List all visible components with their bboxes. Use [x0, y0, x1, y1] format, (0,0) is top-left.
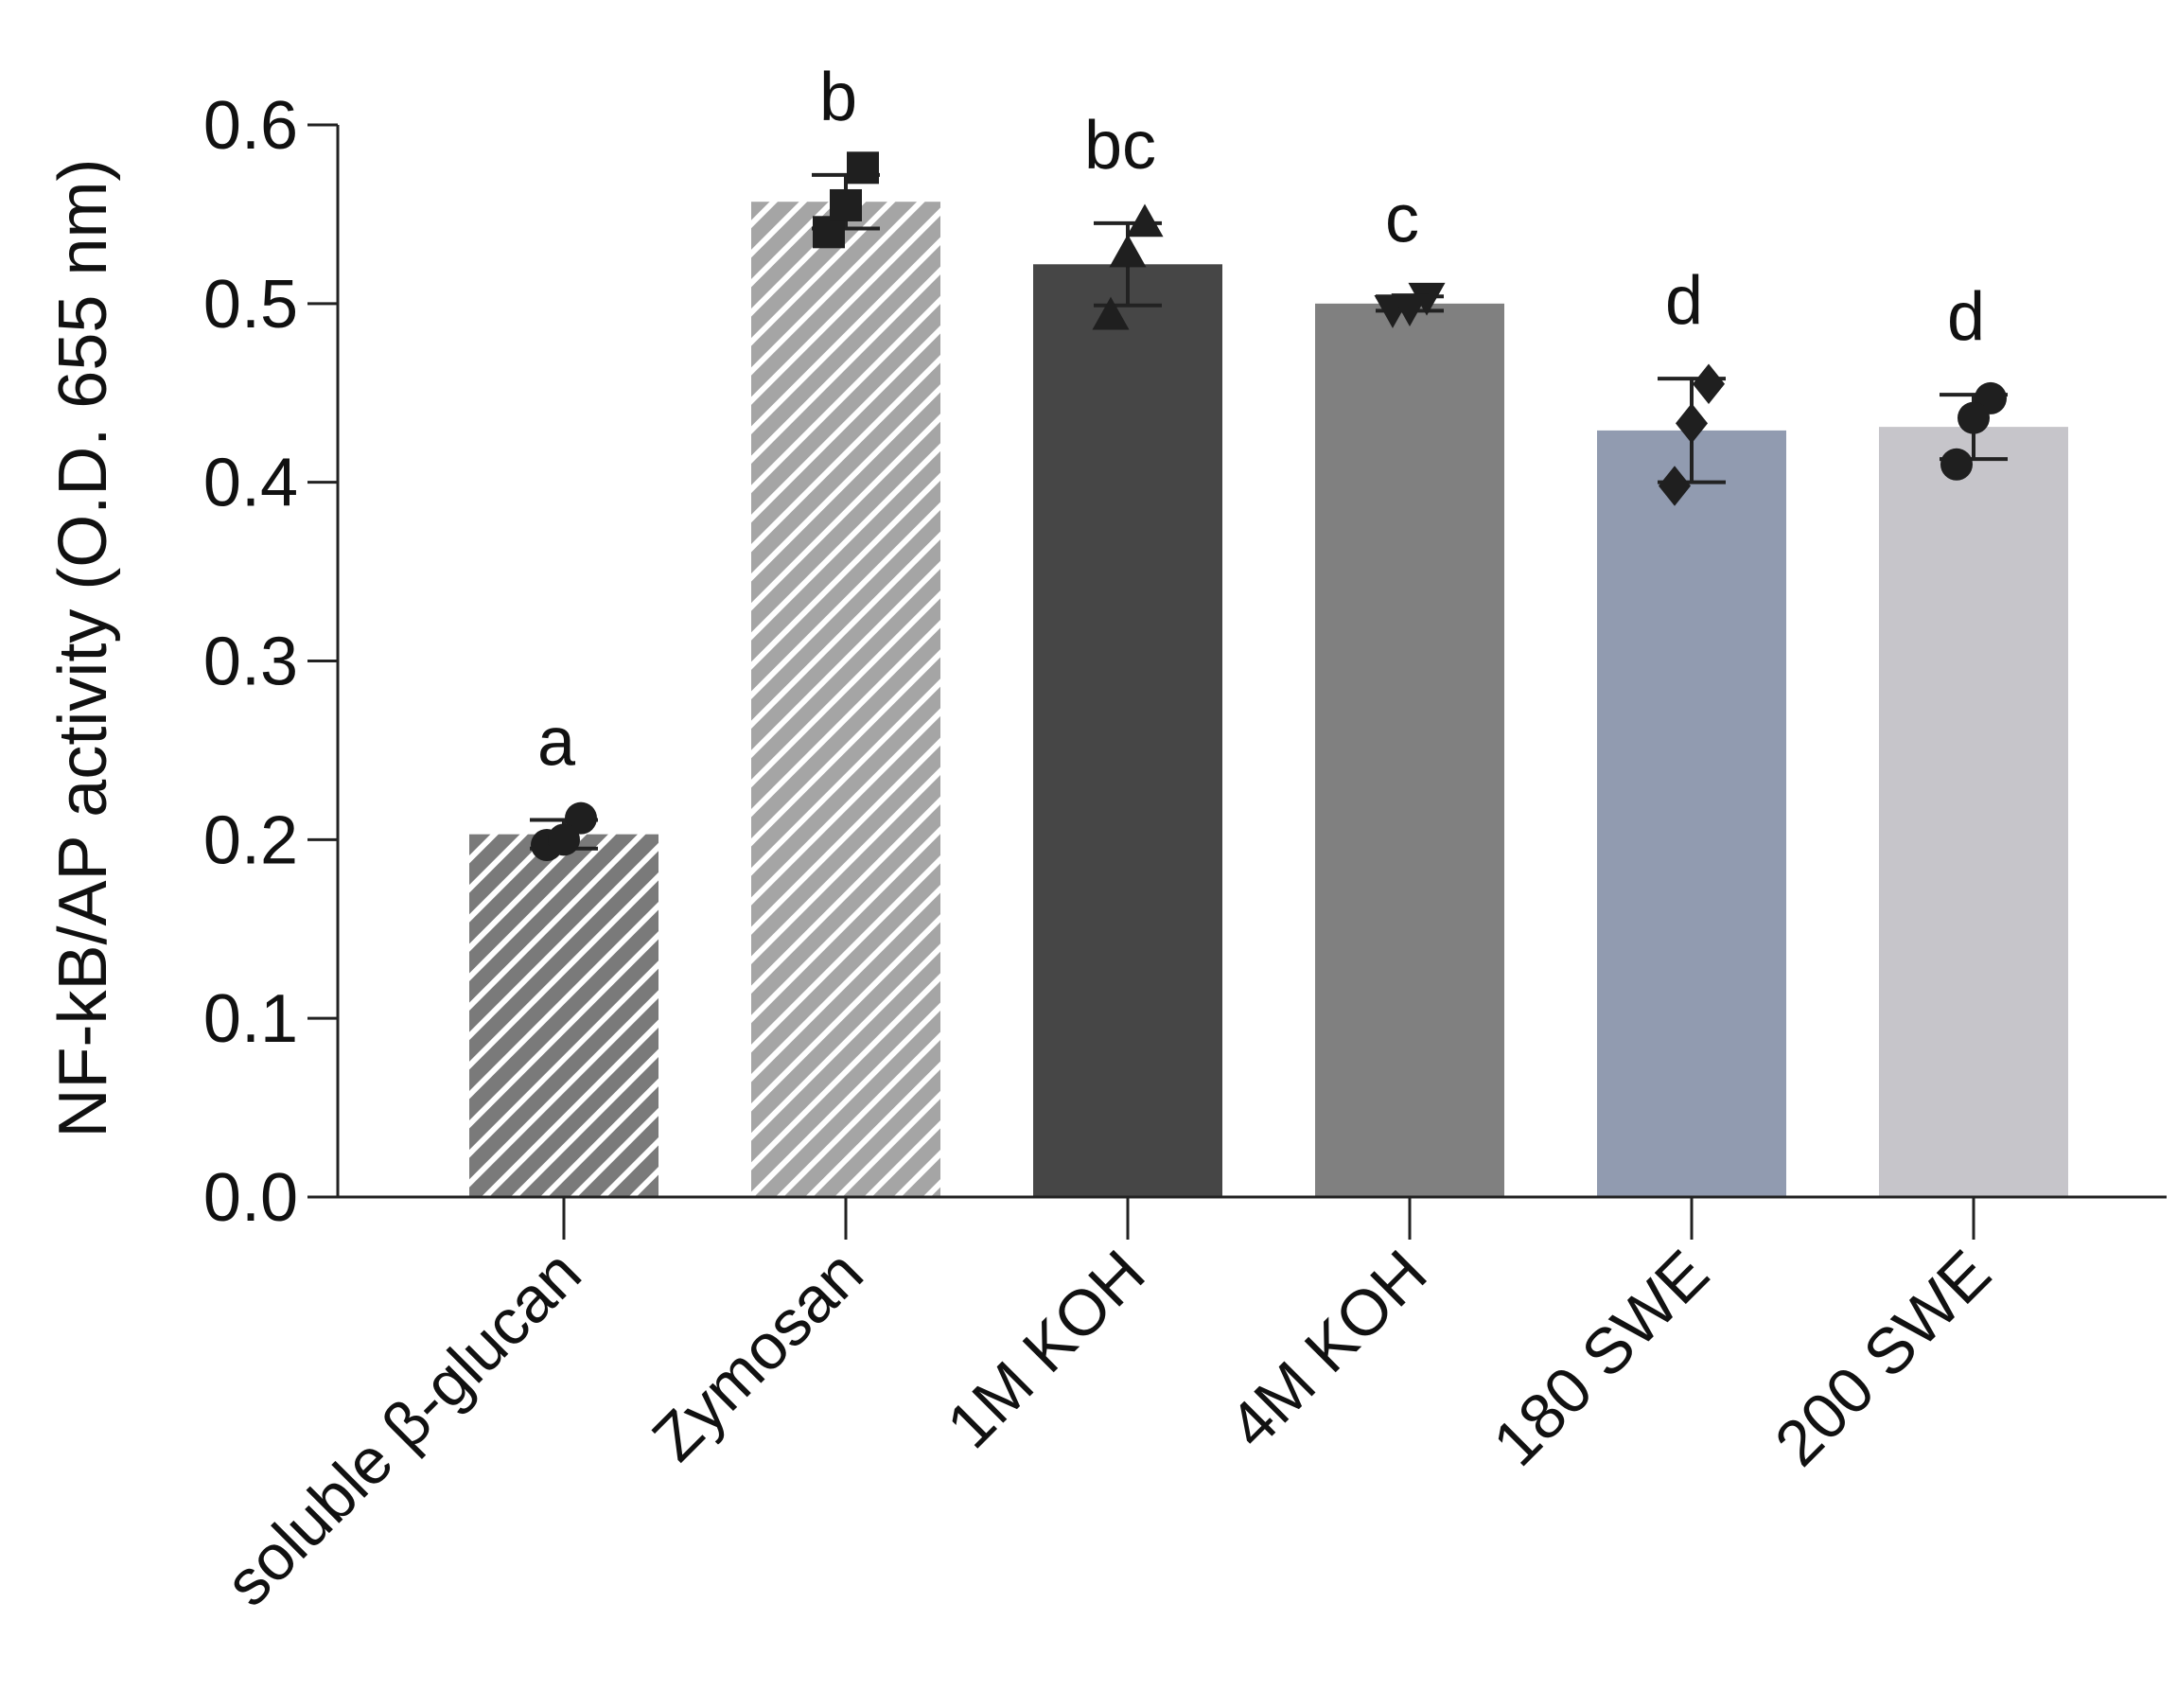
- data-point: [1109, 234, 1147, 268]
- bar: [751, 202, 940, 1197]
- data-point: [1408, 282, 1446, 316]
- significance-labels: a b bc c d d: [537, 60, 1985, 781]
- bar: [469, 834, 658, 1197]
- data-point: [1940, 448, 1973, 481]
- significance-label: b: [819, 60, 857, 135]
- data-point: [1092, 296, 1130, 330]
- data-point: [565, 801, 597, 835]
- x-axis-ticks: soluble β-glucan Zymosan 1M KOH 4M KOH 180 S…: [212, 1197, 2005, 1620]
- y-tick-label: 0.0: [203, 1160, 298, 1236]
- data-point: [1693, 363, 1725, 405]
- y-axis-ticks: 0.0 0.1 0.2 0.3 0.4 0.5 0.6: [203, 88, 338, 1236]
- y-tick-label: 0.5: [203, 267, 298, 343]
- y-tick-label: 0.3: [203, 625, 298, 700]
- y-tick-label: 0.1: [203, 981, 298, 1057]
- data-point: [830, 188, 862, 221]
- bar: [1879, 427, 2068, 1198]
- x-tick-label: 200 SWE: [1762, 1237, 2005, 1480]
- x-tick-label: Zymosan: [639, 1237, 876, 1474]
- data-point: [847, 151, 879, 185]
- y-tick-label: 0.4: [203, 446, 298, 521]
- significance-label: bc: [1084, 108, 1156, 184]
- data-point: [1391, 293, 1429, 327]
- y-tick-label: 0.2: [203, 802, 298, 878]
- significance-label: d: [1665, 263, 1703, 339]
- axes: [336, 125, 2167, 1199]
- data-points: [531, 151, 2007, 861]
- x-tick-label: 4M KOH: [1216, 1237, 1441, 1462]
- x-tick-label: soluble β-glucan: [212, 1237, 595, 1620]
- bars: [469, 202, 2068, 1198]
- x-tick-label: 180 SWE: [1480, 1237, 1723, 1480]
- bar: [1597, 430, 1786, 1197]
- y-axis-title: NF-kB/AP activity (O.D. 655 nm): [45, 159, 121, 1138]
- data-point: [1958, 401, 1990, 434]
- significance-label: c: [1385, 181, 1419, 256]
- y-tick-label: 0.6: [203, 88, 298, 164]
- data-point: [1126, 203, 1164, 238]
- data-point: [1659, 466, 1691, 506]
- significance-label: a: [537, 705, 576, 781]
- bar: [1033, 264, 1222, 1197]
- bar: [1315, 303, 1504, 1197]
- data-point: [1676, 403, 1708, 444]
- data-point: [548, 823, 580, 856]
- x-tick-label: 1M KOH: [934, 1237, 1159, 1462]
- significance-label: d: [1947, 279, 1985, 355]
